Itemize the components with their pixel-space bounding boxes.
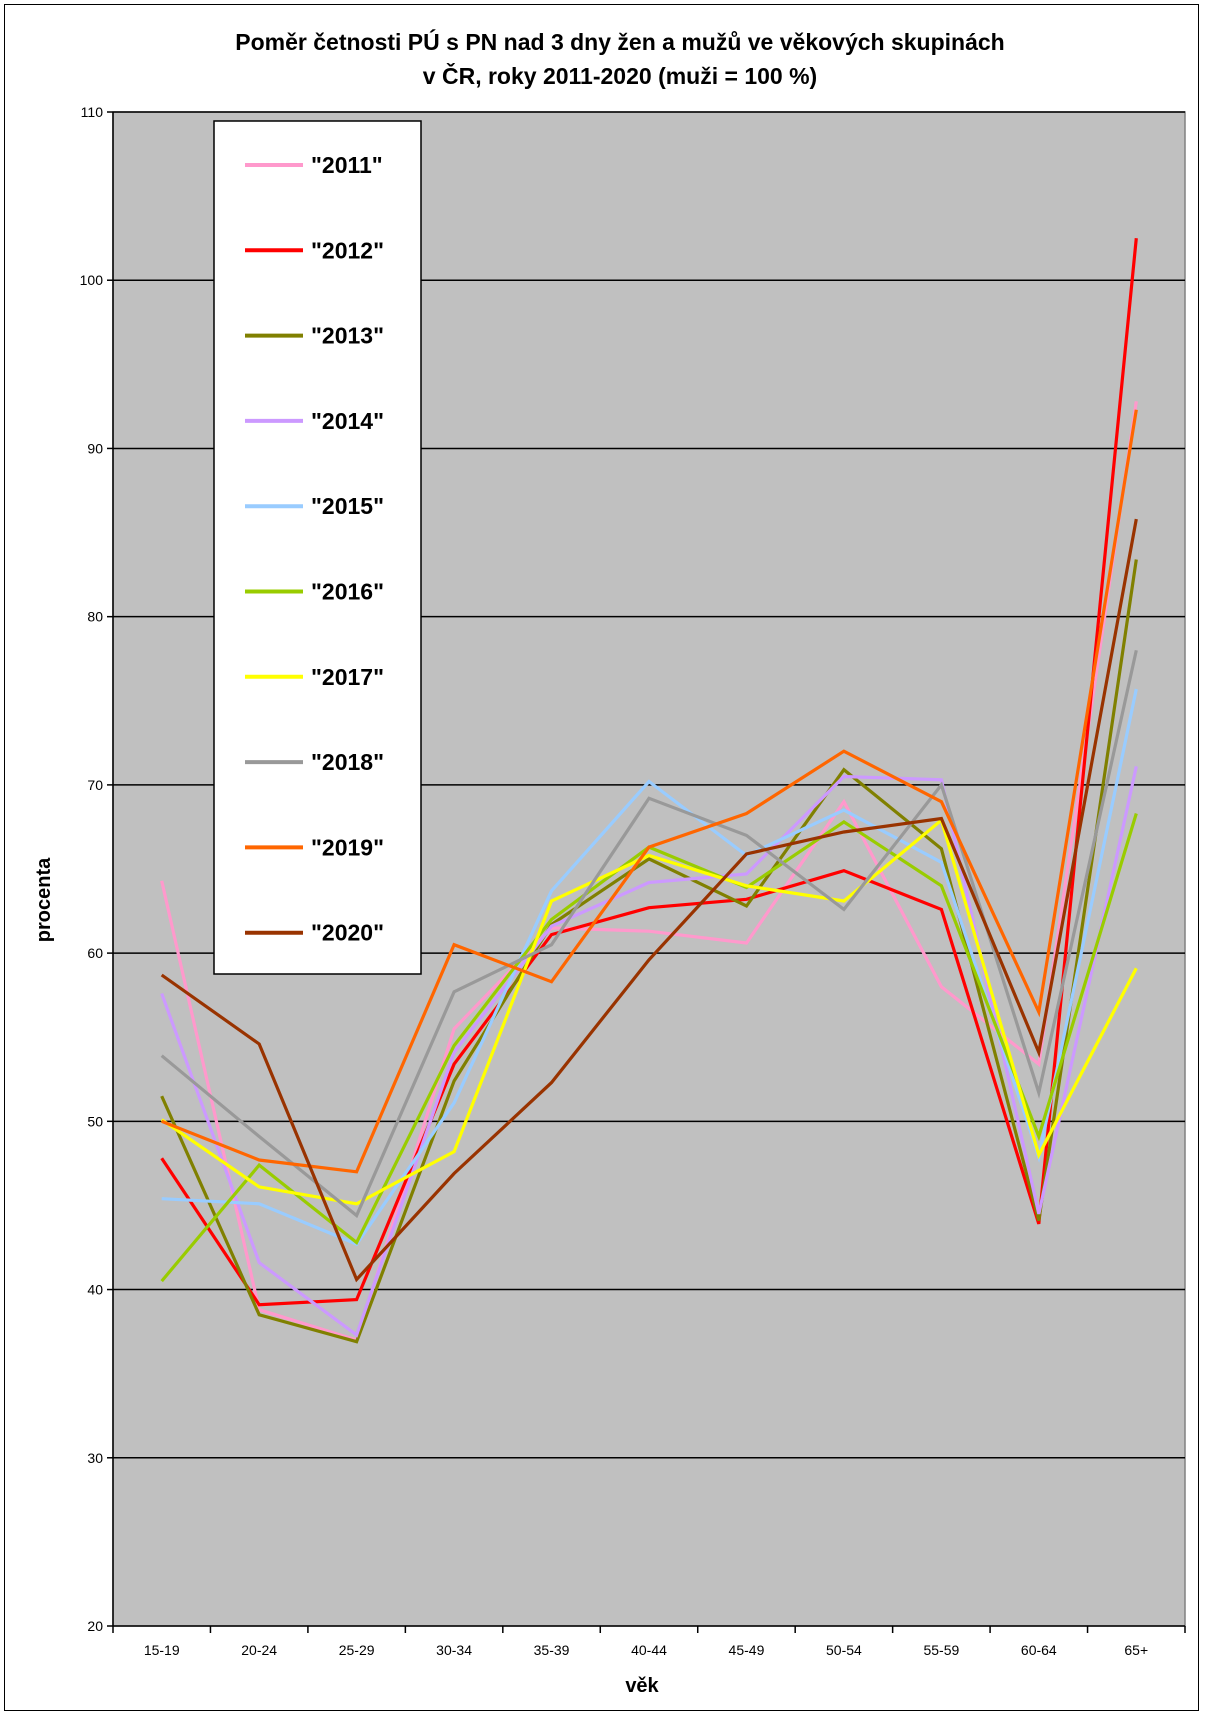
x-tick-label: 30-34 [436,1642,472,1658]
y-tick-label: 40 [87,1282,103,1298]
legend-box [213,120,422,975]
x-tick-label: 40-44 [631,1642,667,1658]
x-axis: 15-19 20-24 25-29 30-34 35-39 40-44 45-49 50-54… [112,1625,1186,1658]
legend-label-2016: "2016" [311,579,384,605]
y-tick-label: 90 [87,440,103,456]
x-tick-label: 35-39 [534,1642,570,1658]
y-tick-label: 50 [87,1113,103,1129]
y-tick-label: 20 [87,1618,103,1634]
y-tick-label: 30 [87,1450,103,1466]
series-line-2019 [161,409,1138,1174]
y-axis: 20 30 40 50 60 70 80 90 100 110 [80,104,114,1634]
legend-label-2012: "2012" [311,237,384,263]
legend: "2011" "2012" "2013" "2014" "2015" "2016" "201… [213,120,422,975]
y-tick-label: 70 [87,777,103,793]
legend-label-2014: "2014" [311,408,384,434]
series-line-2020 [160,518,1138,1283]
y-axis-title: procenta [33,857,55,942]
series-line-2015 [161,688,1138,1247]
chart-title-line-2: v ČR, roky 2011-2020 (muži = 100 %) [423,62,817,89]
legend-label-2019: "2019" [311,834,384,860]
legend-label-2020: "2020" [311,920,384,946]
x-tick-label: 20-24 [241,1642,277,1658]
legend-label-2013: "2013" [311,323,384,349]
x-tick-label: 65+ [1124,1642,1148,1658]
chart-title-line-1: Poměr četnosti PÚ s PN nad 3 dny žen a m… [235,28,1004,55]
x-tick-label: 45-49 [729,1642,765,1658]
series-lines [160,238,1138,1344]
series-line-2014 [160,766,1138,1338]
legend-label-2011: "2011" [311,152,383,178]
series-line-2012 [160,238,1138,1307]
series-line-2018 [160,649,1138,1219]
x-tick-label: 55-59 [923,1642,959,1658]
legend-label-2018: "2018" [311,749,384,775]
x-tick-label: 15-19 [144,1642,180,1658]
x-tick-label: 50-54 [826,1642,862,1658]
y-tick-label: 80 [87,609,103,625]
legend-label-2017: "2017" [311,664,384,690]
x-axis-title: věk [625,1675,659,1697]
x-tick-label: 60-64 [1021,1642,1057,1658]
x-tick-label: 25-29 [339,1642,375,1658]
y-tick-label: 100 [80,272,104,288]
legend-label-2015: "2015" [311,493,384,519]
y-tick-label: 110 [81,104,104,120]
y-tick-label: 60 [87,945,103,961]
